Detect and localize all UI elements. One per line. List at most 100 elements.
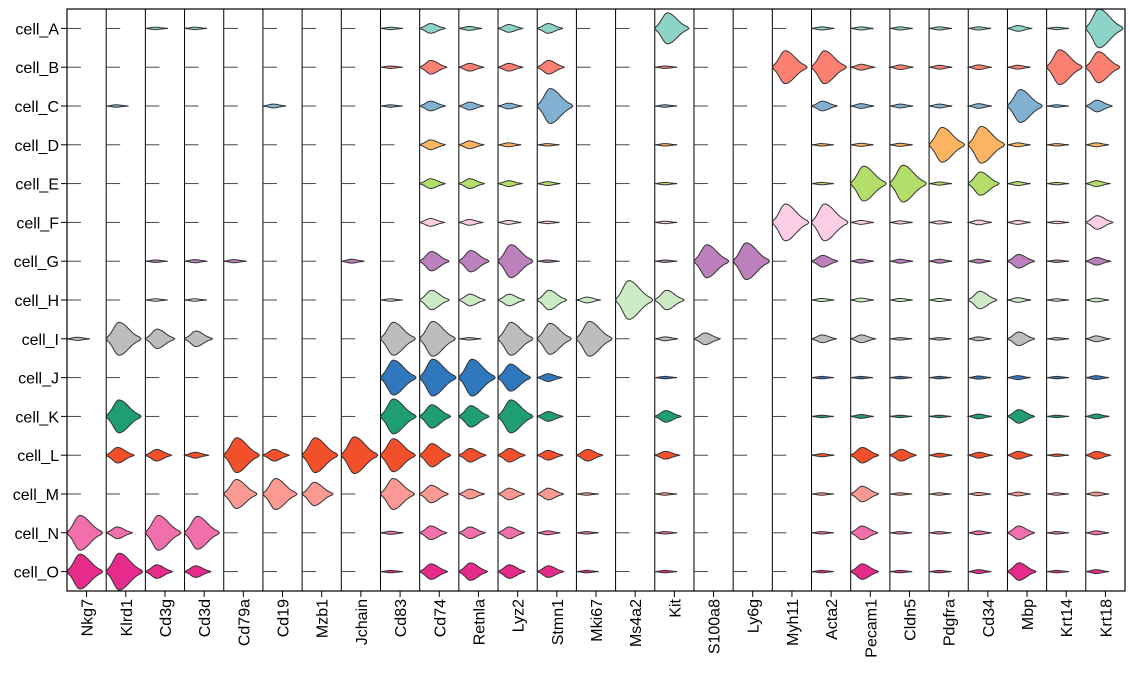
violin-body (379, 398, 417, 435)
violin-body (966, 219, 992, 226)
violin-cell_G-Cd79a (223, 259, 247, 264)
x-axis-ticks: Nkg7 Klrd1 Cd3g Cd3d Cd79a Cd19 Mzb1 Jchain Cd83… (80, 591, 1115, 658)
violin-cell_B-Retnla (457, 62, 485, 72)
y-tick-label: cell_B (15, 60, 59, 77)
violin-cell_B-Pdgfra (928, 64, 953, 70)
violin-body (536, 449, 564, 461)
violin-cell_N-Nkg7 (66, 514, 104, 551)
violin-body (536, 23, 564, 34)
violin-cell_K-Pdgfra (928, 414, 952, 419)
violin-cell_J-Krt18 (1085, 375, 1110, 381)
violin-body (183, 515, 221, 550)
violin-cell_B-Lyz2 (496, 62, 525, 72)
violin-cell_I-S100a8 (693, 332, 722, 346)
violin-body (379, 359, 417, 396)
violin-body (66, 514, 104, 551)
violin-cell_N-Mbp (1006, 525, 1036, 541)
violin-cell_G-Ly6g (732, 242, 771, 281)
violin-cell_B-Krt18 (1085, 51, 1121, 84)
violin-body (418, 218, 446, 227)
violin-cell_J-Cldn5 (889, 375, 913, 380)
violin-body (1046, 337, 1070, 341)
violin-body (262, 477, 298, 511)
violin-cell_I-Mki67 (575, 320, 613, 357)
violin-body (850, 26, 874, 31)
x-tick-label: Pdgfra (942, 599, 959, 646)
violin-cell_J-Stmn1 (536, 373, 564, 382)
violin-cell_D-Lyz2 (497, 142, 522, 148)
violin-cell_I-Retnla (458, 337, 482, 341)
violin-cell_E-Cldn5 (889, 164, 927, 203)
violin-body (968, 530, 992, 536)
violin-cell_L-Cd83 (379, 438, 417, 473)
violin-body (497, 564, 526, 579)
violin-cell_G-Krt18 (1084, 256, 1112, 266)
violin-cell_M-Stmn1 (536, 487, 565, 501)
violin-body (889, 531, 913, 535)
violin-cell_O-Retnla (458, 562, 489, 581)
violin-body (849, 525, 879, 541)
violin-body (889, 103, 914, 109)
violin-body (458, 562, 489, 581)
violin-cell_M-Krt18 (1085, 491, 1110, 497)
violin-body (497, 142, 522, 148)
violin-cell_O-Acta2 (811, 569, 834, 574)
violin-body (262, 103, 287, 109)
violin-body (967, 125, 1006, 164)
violin-body (536, 88, 574, 124)
violin-cell_K-Acta2 (811, 414, 834, 419)
violin-body (536, 59, 566, 75)
violin-body (849, 334, 877, 344)
violin-cell_H-Stmn1 (536, 289, 568, 311)
violin-cell_H-Acta2 (811, 297, 835, 303)
violin-cell_M-Pdgfra (928, 492, 952, 496)
violin-cell_A-Stmn1 (536, 23, 564, 34)
violin-body (1084, 450, 1112, 460)
x-tick-label: Pecam1 (863, 599, 880, 658)
violin-cell_L-Cd34 (966, 451, 994, 459)
violin-cell_M-Retnla (457, 488, 486, 500)
y-tick-label: cell_J (18, 371, 59, 388)
violin-cell_B-Cd34 (966, 64, 992, 71)
violin-body (418, 563, 449, 580)
violin-body (380, 65, 403, 69)
violin-cell_A-Pdgfra (928, 26, 952, 31)
violin-cell_H-Krt14 (1046, 298, 1070, 302)
violin-cell_O-Krt18 (1085, 569, 1110, 575)
violin-body (1006, 253, 1036, 269)
violin-body (811, 531, 834, 535)
violin-body (966, 64, 992, 71)
violin-body (145, 259, 168, 263)
violin-cell_L-Cd74 (419, 443, 452, 468)
violin-body (379, 477, 416, 511)
violin-body (457, 178, 486, 189)
violin-cell_C-Retnla (457, 101, 485, 111)
violin-body (418, 251, 450, 272)
violin-cell_I-Cd3d (183, 330, 214, 348)
violin-body (654, 12, 690, 45)
x-tick-label: Lyz2 (511, 599, 528, 632)
x-tick-label: Cd83 (393, 599, 410, 637)
violin-cell_N-Pecam1 (849, 525, 879, 541)
violin-body (1007, 64, 1031, 70)
violin-cell_A-Kit (654, 12, 690, 45)
violin-body (849, 63, 877, 71)
violin-cell_F-Acta2 (810, 203, 849, 242)
violin-body (497, 399, 534, 434)
violin-cell_J-Kit (654, 375, 678, 380)
violin-body (457, 293, 487, 307)
violin-body (732, 242, 771, 281)
violin-cell_C-Lyz2 (496, 102, 524, 110)
violin-cell_F-Krt18 (1084, 215, 1114, 230)
violin-body (496, 62, 525, 72)
violin-cell_C-Cd19 (262, 103, 287, 109)
violin-body (928, 181, 952, 186)
violin-cell_C-Krt18 (1084, 99, 1114, 113)
violin-cell_G-S100a8 (693, 244, 730, 279)
violin-cell_C-Acta2 (810, 100, 839, 112)
violin-cell_I-Lyz2 (497, 321, 534, 356)
violin-cell_L-Lyz2 (497, 447, 526, 463)
violin-cell_C-Klrd1 (106, 104, 129, 108)
violin-cell_L-Stmn1 (536, 449, 564, 461)
violin-cell_O-Mbp (1006, 562, 1037, 581)
